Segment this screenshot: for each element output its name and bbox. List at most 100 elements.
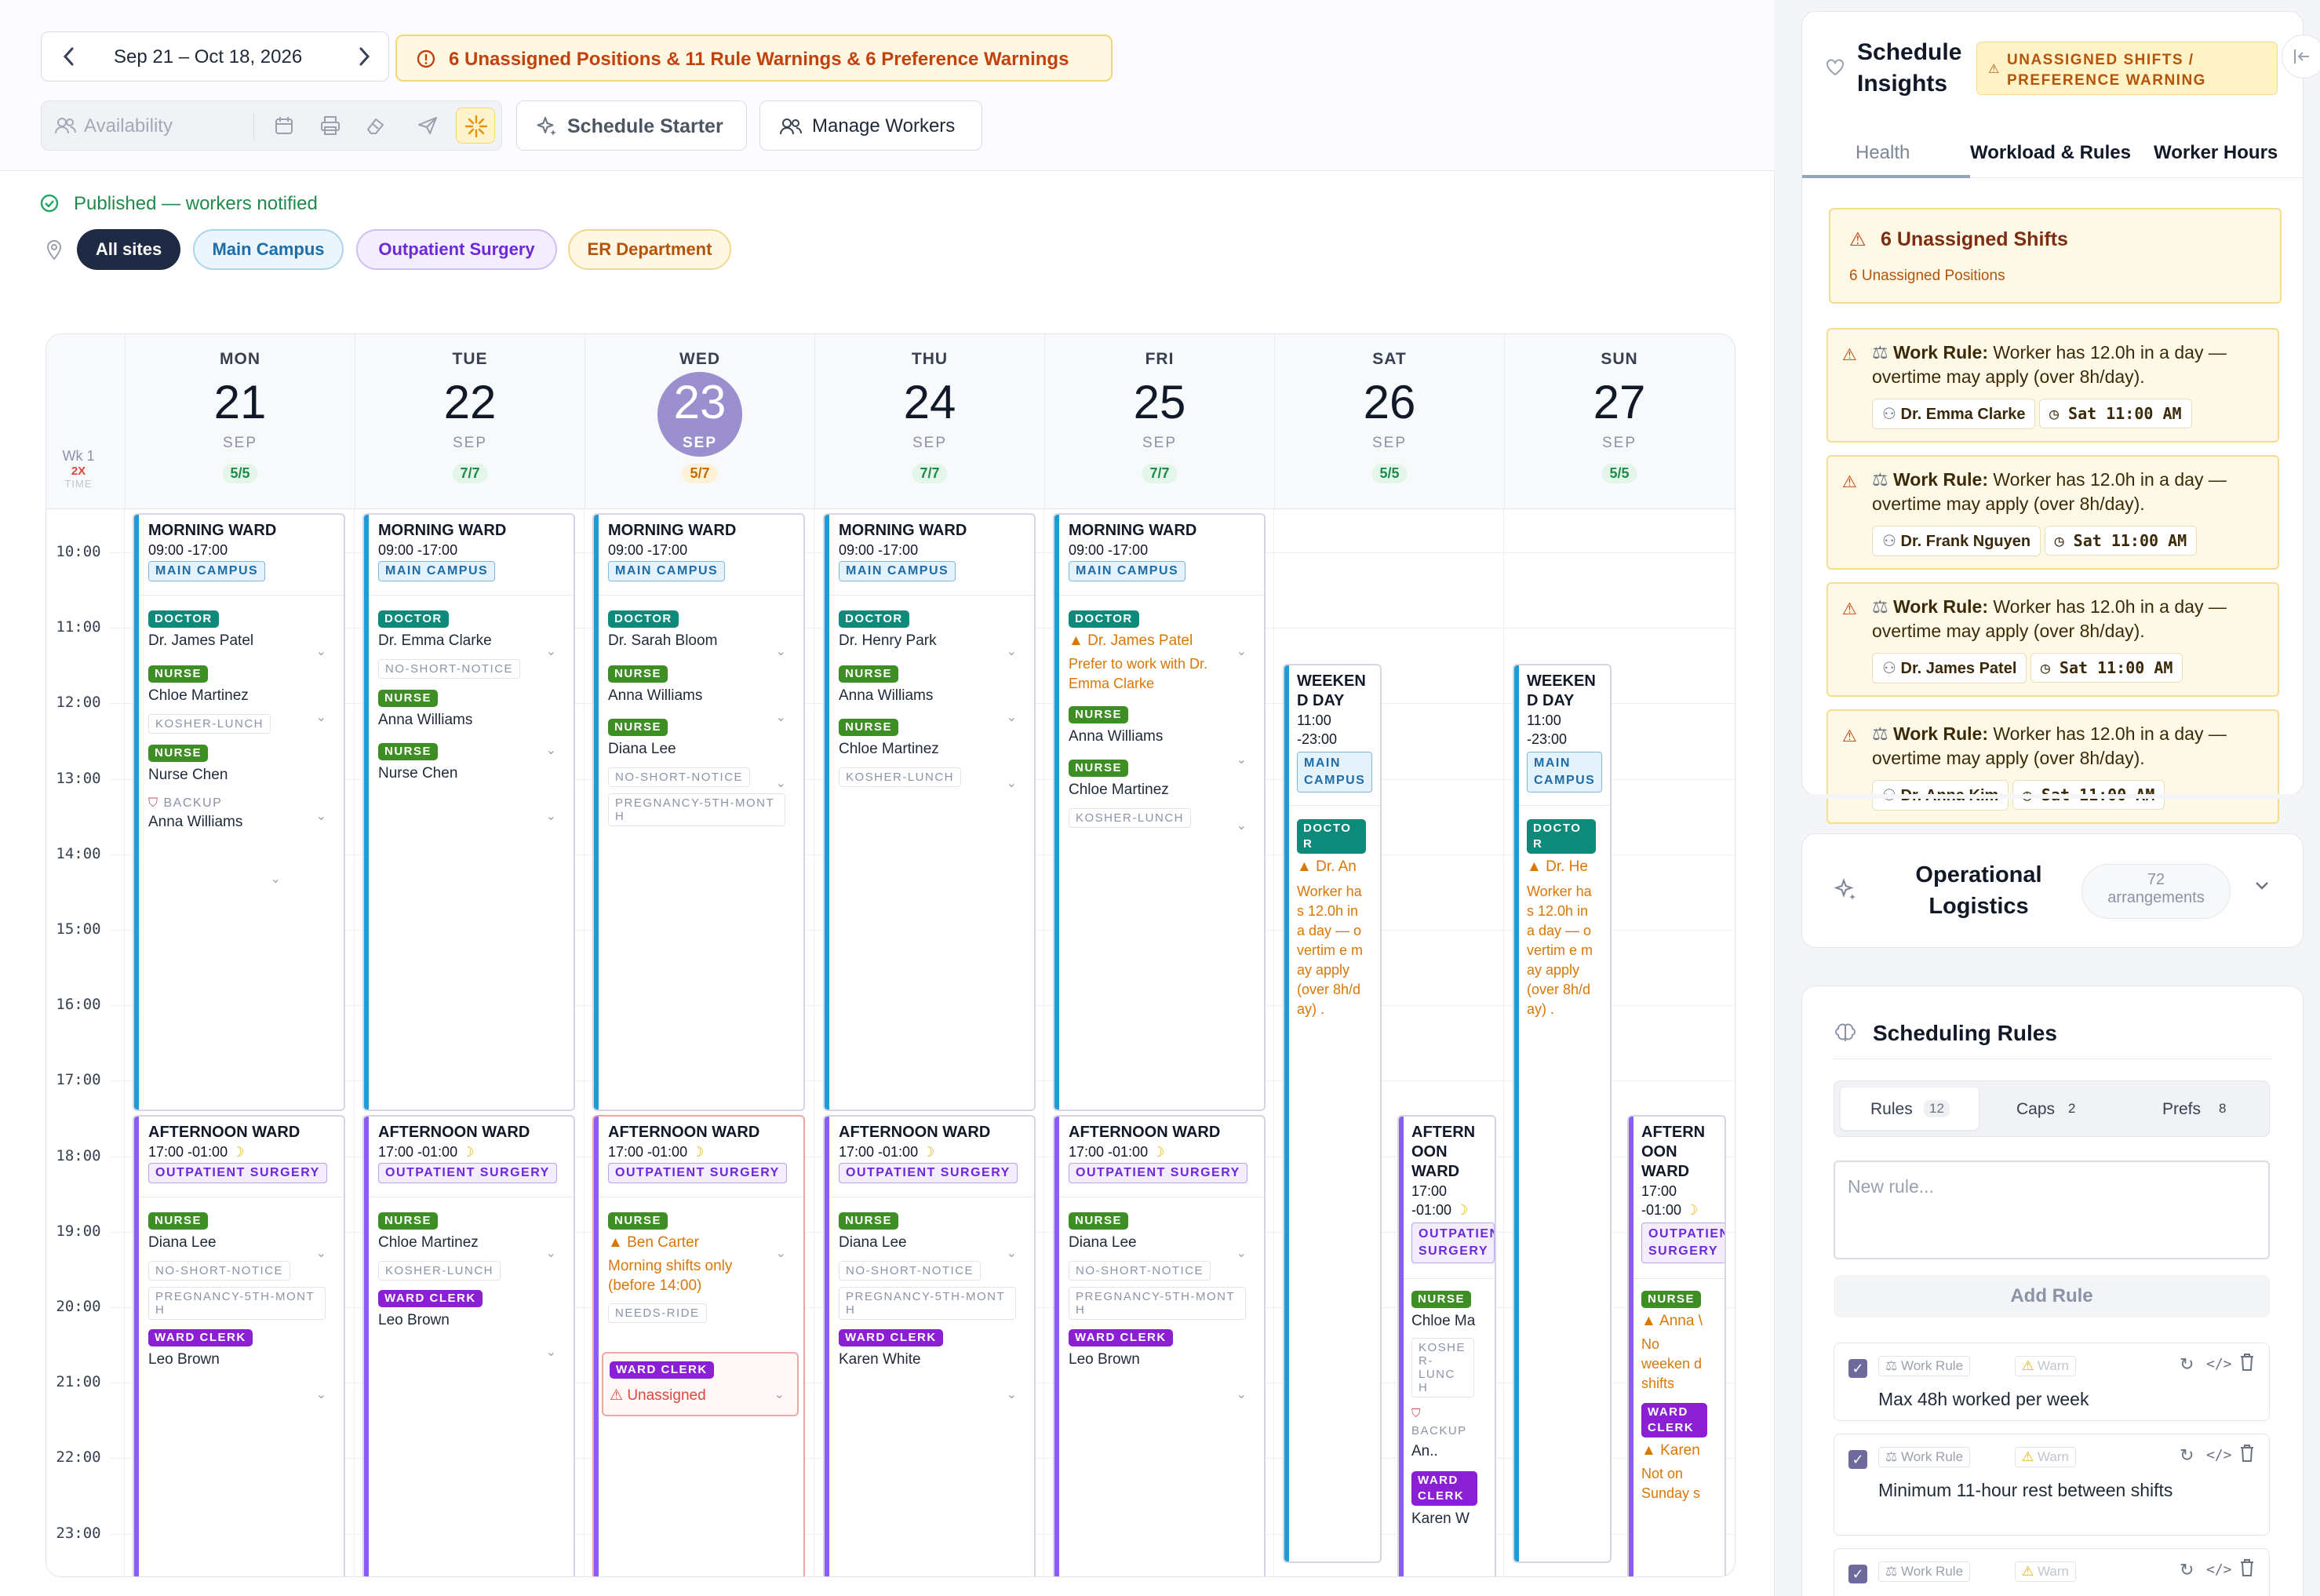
- collapse-panel-button[interactable]: [2282, 35, 2320, 78]
- day-header-wed[interactable]: WED 23 SEP 5/7: [585, 334, 814, 509]
- site-filter-all[interactable]: All sites: [77, 229, 180, 270]
- chevron-down-icon[interactable]: ⌄: [1236, 1247, 1247, 1260]
- assigned-worker[interactable]: Chloe Martinez: [378, 1234, 479, 1251]
- chevron-left-icon[interactable]: [59, 45, 79, 72]
- manage-workers-button[interactable]: Manage Workers: [759, 100, 982, 151]
- tab-health[interactable]: Health: [1856, 142, 1910, 163]
- chevron-down-icon[interactable]: ⌄: [1006, 1247, 1017, 1260]
- assigned-worker[interactable]: ▲ Dr. James Patel: [1069, 631, 1256, 651]
- assigned-worker[interactable]: Dr. Sarah Bloom: [608, 632, 718, 649]
- assigned-worker[interactable]: Leo Brown: [1069, 1351, 1140, 1368]
- tab-rules[interactable]: Rules 12: [1841, 1088, 1979, 1130]
- chevron-down-icon[interactable]: ⌄: [545, 810, 556, 823]
- tab-prefs[interactable]: Prefs 8: [2126, 1088, 2264, 1130]
- rule-warning-card[interactable]: ⚠ ⚖ Work Rule: Worker has 12.0h in a day …: [1826, 709, 2279, 824]
- refresh-icon[interactable]: ↻: [2180, 1445, 2194, 1465]
- day-header-mon[interactable]: MON 21 SEP 5/5: [125, 334, 355, 509]
- rule-item[interactable]: ✓ ⚖ Work Rule ⚠ Warn ↻ </>: [1834, 1548, 2270, 1596]
- chevron-down-icon[interactable]: ⌄: [1006, 777, 1017, 790]
- tab-workload-rules[interactable]: Workload & Rules: [1970, 142, 2131, 163]
- backup-worker[interactable]: An..: [1411, 1443, 1438, 1459]
- worker-chip[interactable]: ⚇ Dr. Frank Nguyen: [1872, 526, 2041, 556]
- day-header-sun[interactable]: SUN 27 SEP 5/5: [1504, 334, 1734, 509]
- new-rule-textarea[interactable]: New rule...: [1834, 1161, 2270, 1259]
- refresh-icon[interactable]: ↻: [2180, 1354, 2194, 1374]
- unassigned-slot[interactable]: WARD CLERK ⚠ Unassigned ⌄: [602, 1352, 799, 1416]
- time-chip[interactable]: ◷ Sat 11:00 AM: [2044, 526, 2198, 556]
- rule-checkbox[interactable]: ✓: [1848, 1565, 1867, 1583]
- warning-banner[interactable]: 6 Unassigned Positions & 11 Rule Warning…: [395, 35, 1113, 82]
- send-icon[interactable]: [417, 115, 439, 140]
- chevron-down-icon[interactable]: ⌄: [315, 711, 326, 724]
- chevron-down-icon[interactable]: ⌄: [1006, 645, 1017, 658]
- shift-fri-morning[interactable]: MORNING WARD 09:00 -17:00 MAIN CAMPUS DO…: [1053, 513, 1266, 1111]
- rule-item[interactable]: ✓ ⚖ Work Rule ⚠ Warn ↻ </> Max 48h worked per…: [1834, 1343, 2270, 1421]
- rule-checkbox[interactable]: ✓: [1848, 1359, 1867, 1378]
- assigned-worker[interactable]: Anna Williams: [1069, 728, 1164, 745]
- site-filter-outpatient[interactable]: Outpatient Surgery: [356, 229, 557, 270]
- day-header-fri[interactable]: FRI 25 SEP 7/7: [1044, 334, 1274, 509]
- trash-icon[interactable]: [2239, 1558, 2255, 1581]
- tab-caps[interactable]: Caps 2: [1983, 1088, 2122, 1130]
- chevron-down-icon[interactable]: ⌄: [270, 873, 281, 886]
- shift-thu-morning[interactable]: MORNING WARD 09:00 -17:00 MAIN CAMPUS DO…: [823, 513, 1036, 1111]
- shift-sat-afternoon[interactable]: AFTERN OON WARD 17:00 -01:00 ☽ OUTPATIEN…: [1397, 1115, 1496, 1576]
- assigned-worker[interactable]: Chloe Martinez: [839, 741, 939, 757]
- rule-checkbox[interactable]: ✓: [1848, 1450, 1867, 1469]
- assigned-worker[interactable]: ▲ Dr. He: [1527, 857, 1605, 877]
- shift-sat-weekend[interactable]: WEEKEN D DAY 11:00 -23:00 MAIN CAMPUS DO…: [1283, 664, 1382, 1563]
- assigned-worker[interactable]: ▲ Dr. An: [1297, 857, 1375, 877]
- chevron-down-icon[interactable]: ⌄: [545, 744, 556, 757]
- trash-icon[interactable]: [2239, 1353, 2255, 1376]
- chevron-down-icon[interactable]: ⌄: [774, 1388, 785, 1401]
- availability-input[interactable]: Availability: [84, 115, 173, 137]
- eraser-icon[interactable]: [365, 115, 387, 140]
- assigned-worker[interactable]: Anna Williams: [608, 687, 703, 704]
- shift-wed-morning[interactable]: MORNING WARD 09:00 -17:00 MAIN CAMPUS DO…: [592, 513, 805, 1111]
- rule-item[interactable]: ✓ ⚖ Work Rule ⚠ Warn ↻ </> Minimum 11-hour re…: [1834, 1434, 2270, 1536]
- add-rule-button[interactable]: Add Rule: [1834, 1275, 2270, 1317]
- assigned-worker[interactable]: Anna Williams: [839, 687, 934, 704]
- assigned-worker[interactable]: Leo Brown: [148, 1351, 220, 1368]
- chevron-down-icon[interactable]: ⌄: [315, 1388, 326, 1401]
- assigned-worker[interactable]: Chloe Ma: [1411, 1313, 1476, 1329]
- backup-worker[interactable]: Anna Williams: [148, 814, 243, 830]
- assigned-worker[interactable]: ▲ Anna \: [1641, 1311, 1720, 1332]
- calendar-icon[interactable]: [274, 115, 294, 140]
- time-chip[interactable]: ◷ Sat 11:00 AM: [2030, 653, 2183, 683]
- chevron-down-icon[interactable]: ⌄: [1006, 711, 1017, 724]
- refresh-icon[interactable]: ↻: [2180, 1560, 2194, 1580]
- code-icon[interactable]: </>: [2206, 1561, 2232, 1578]
- assigned-worker[interactable]: Dr. Henry Park: [839, 632, 937, 649]
- chevron-down-icon[interactable]: ⌄: [1236, 1388, 1247, 1401]
- shift-mon-morning[interactable]: MORNING WARD 09:00 -17:00 MAIN CAMPUS DO…: [133, 513, 345, 1111]
- rule-warning-card[interactable]: ⚠ ⚖ Work Rule: Worker has 12.0h in a day …: [1826, 455, 2279, 570]
- chevron-down-icon[interactable]: ⌄: [1236, 645, 1247, 658]
- assigned-worker[interactable]: Diana Lee: [608, 741, 676, 757]
- chevron-down-icon[interactable]: ⌄: [775, 711, 786, 724]
- assigned-worker[interactable]: Diana Lee: [1069, 1234, 1137, 1251]
- chevron-down-icon[interactable]: ⌄: [545, 1247, 556, 1260]
- operational-logistics-card[interactable]: Operational Logistics 72 arrangements: [1801, 833, 2304, 948]
- tab-worker-hours[interactable]: Worker Hours: [2154, 142, 2278, 163]
- shift-thu-afternoon[interactable]: AFTERNOON WARD 17:00 -01:00 ☽ OUTPATIENT…: [823, 1115, 1036, 1576]
- shift-sun-weekend[interactable]: WEEKEN D DAY 11:00 -23:00 MAIN CAMPUS DO…: [1513, 664, 1612, 1563]
- rule-warning-card[interactable]: ⚠ ⚖ Work Rule: Worker has 12.0h in a day …: [1826, 582, 2279, 697]
- chevron-down-icon[interactable]: ⌄: [1006, 1388, 1017, 1401]
- shift-mon-afternoon[interactable]: AFTERNOON WARD 17:00 -01:00 ☽ OUTPATIENT…: [133, 1115, 345, 1576]
- shift-fri-afternoon[interactable]: AFTERNOON WARD 17:00 -01:00 ☽ OUTPATIENT…: [1053, 1115, 1266, 1576]
- assigned-worker[interactable]: Dr. James Patel: [148, 632, 254, 649]
- assigned-worker[interactable]: Chloe Martinez: [148, 687, 249, 704]
- shift-tue-morning[interactable]: MORNING WARD 09:00 -17:00 MAIN CAMPUS DO…: [362, 513, 575, 1111]
- assigned-worker[interactable]: Nurse Chen: [148, 767, 228, 783]
- assigned-worker[interactable]: Nurse Chen: [378, 765, 458, 782]
- time-chip[interactable]: ◷ Sat 11:00 AM: [2038, 399, 2192, 428]
- chevron-down-icon[interactable]: ⌄: [1236, 819, 1247, 833]
- chevron-down-icon[interactable]: ⌄: [1236, 753, 1247, 767]
- assigned-worker[interactable]: Dr. Emma Clarke: [378, 632, 492, 649]
- chevron-down-icon[interactable]: [2253, 878, 2271, 898]
- assigned-worker[interactable]: Chloe Martinez: [1069, 782, 1169, 798]
- chevron-down-icon[interactable]: ⌄: [315, 645, 326, 658]
- site-filter-er[interactable]: ER Department: [568, 229, 731, 270]
- trash-icon[interactable]: [2239, 1444, 2255, 1467]
